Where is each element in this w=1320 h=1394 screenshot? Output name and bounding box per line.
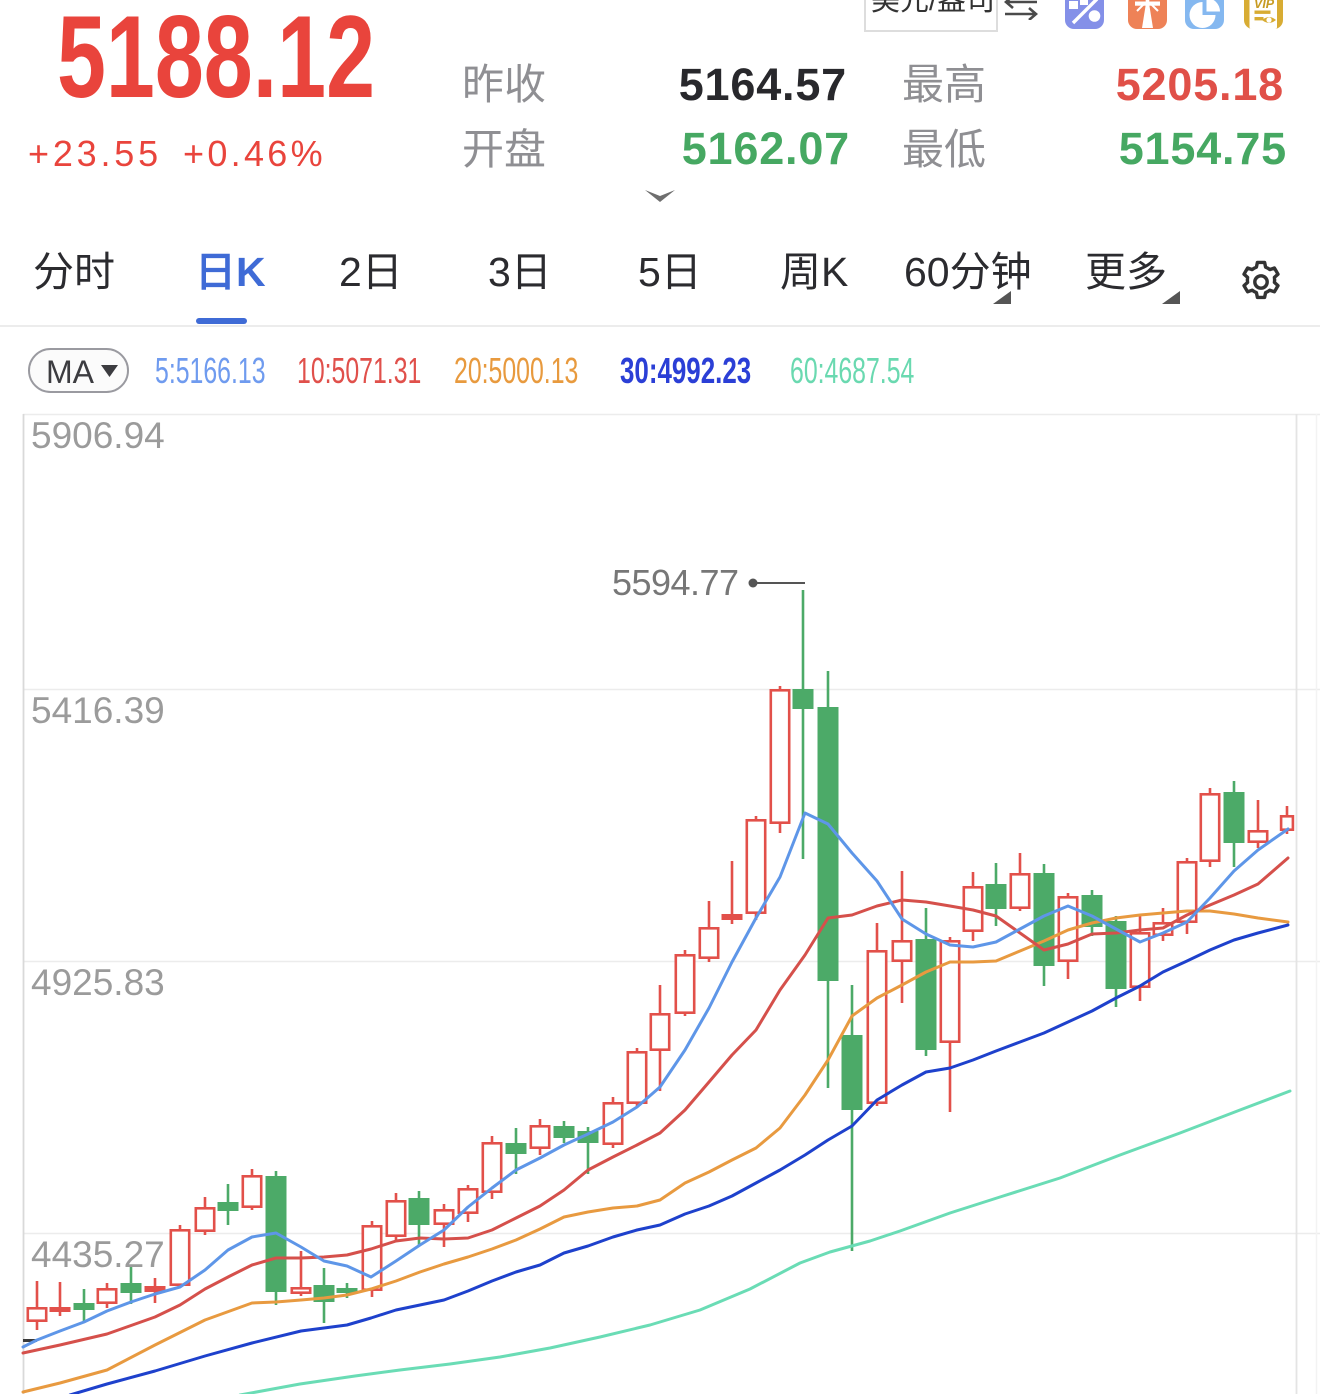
svg-text:VIP: VIP bbox=[1254, 0, 1275, 11]
svg-text:4925.83: 4925.83 bbox=[31, 962, 165, 1003]
svg-text:5594.77: 5594.77 bbox=[612, 562, 739, 603]
svg-text:5416.39: 5416.39 bbox=[31, 690, 165, 731]
svg-text:4435.27: 4435.27 bbox=[31, 1234, 165, 1275]
svg-text:5906.94: 5906.94 bbox=[31, 415, 165, 456]
